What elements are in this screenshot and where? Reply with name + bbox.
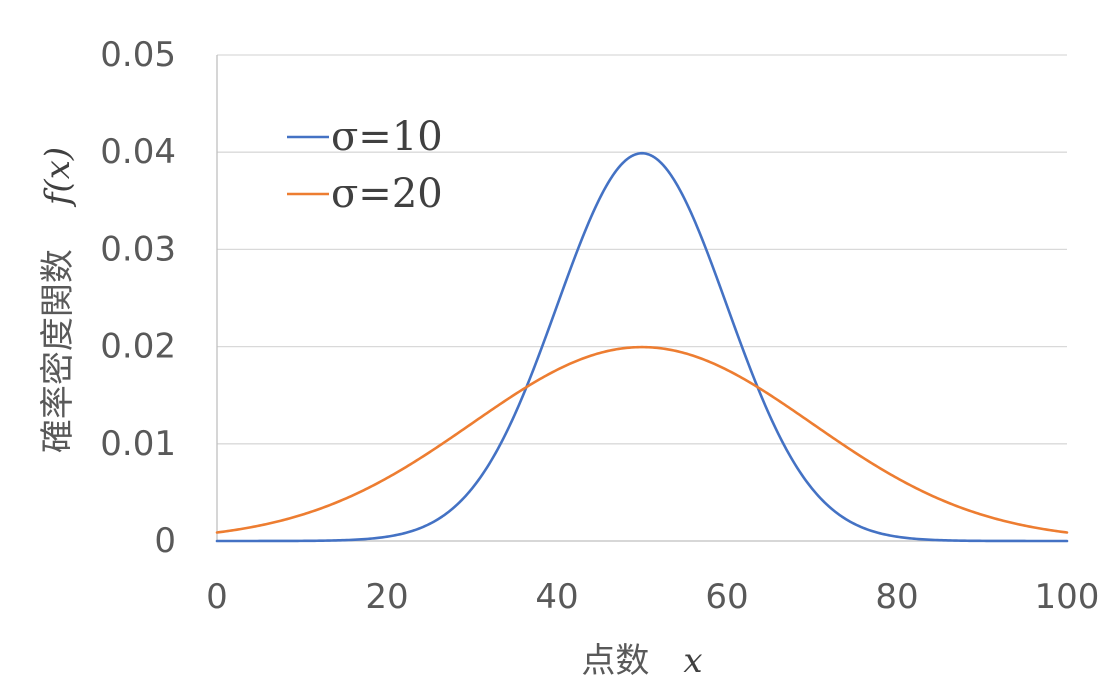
legend-label-1: σ=20 — [331, 171, 443, 217]
tick-labels: 0 0.01 0.02 0.03 0.04 0.05 0 20 40 60 80 100 — [100, 35, 1099, 617]
y-axis-variable: f(x) — [38, 147, 78, 208]
series-line-0 — [215, 151, 1069, 543]
y-tick-label: 0 — [154, 521, 176, 561]
x-tick-label: 100 — [1035, 577, 1100, 617]
legend: σ=10 σ=20 — [287, 114, 443, 217]
x-tick-label: 40 — [535, 577, 578, 617]
svg-text:点数 x: 点数 x — [581, 641, 702, 681]
x-tick-label: 80 — [875, 577, 918, 617]
y-axis-title: 確率密度関数 f(x) — [38, 147, 78, 453]
plot-series — [215, 151, 1069, 543]
x-tick-label: 20 — [365, 577, 408, 617]
y-tick-label: 0.03 — [100, 229, 176, 269]
axes — [216, 55, 1067, 542]
y-tick-label: 0.04 — [100, 132, 176, 172]
x-axis-title: 点数 x — [581, 641, 702, 681]
series-line-1 — [215, 345, 1069, 534]
y-tick-label: 0.02 — [100, 327, 176, 367]
gridlines — [217, 54, 1067, 445]
x-tick-label: 60 — [705, 577, 748, 617]
y-tick-label: 0.01 — [100, 424, 176, 464]
y-axis-label: 確率密度関数 — [38, 249, 78, 453]
x-axis-label: 点数 — [581, 641, 649, 681]
svg-text:確率密度関数 f(x): 確率密度関数 f(x) — [38, 147, 78, 453]
y-tick-label: 0.05 — [100, 35, 176, 75]
x-axis-variable: x — [683, 641, 702, 681]
x-tick-label: 0 — [206, 577, 228, 617]
legend-label-0: σ=10 — [331, 114, 443, 160]
